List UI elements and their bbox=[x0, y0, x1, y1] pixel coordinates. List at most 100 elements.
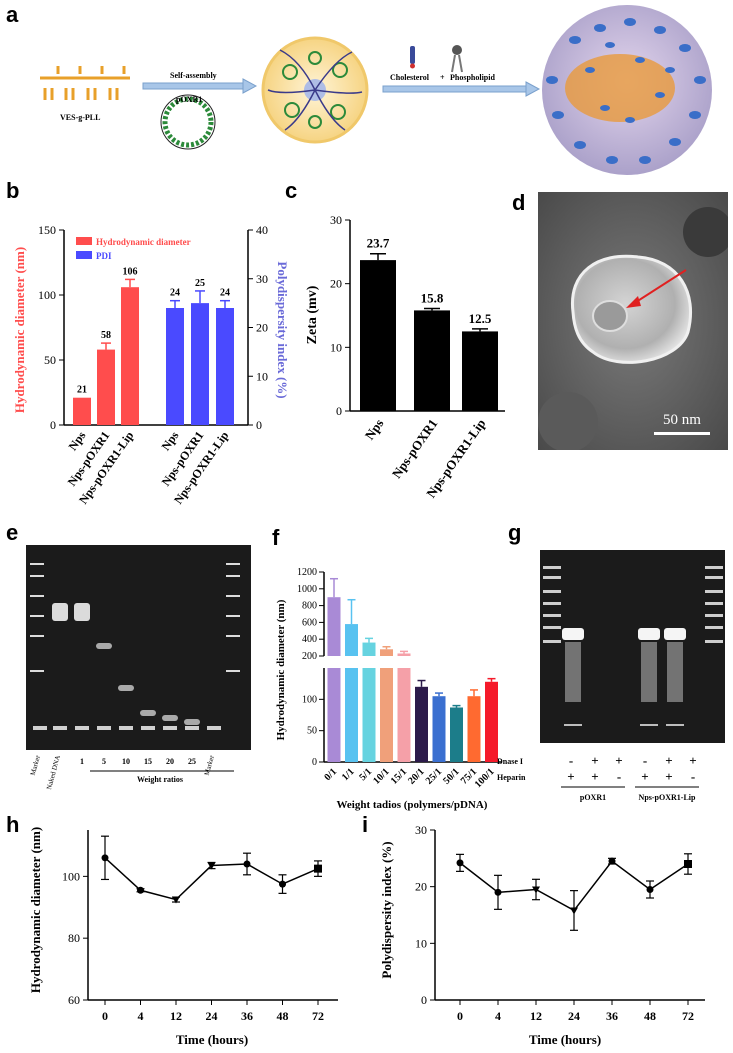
i-point bbox=[494, 888, 502, 896]
e-band bbox=[118, 685, 134, 691]
g-dnase-mark: - bbox=[643, 753, 647, 768]
i-xtick-label: 12 bbox=[530, 1009, 542, 1023]
h-xtick-label: 72 bbox=[312, 1009, 324, 1023]
i-ylabel: Polydispersity index (%) bbox=[379, 841, 394, 978]
b-pdi-bar bbox=[216, 308, 234, 425]
f-bar-upper bbox=[362, 642, 376, 656]
e-well bbox=[119, 726, 133, 730]
e-lane-label: 20 bbox=[166, 757, 174, 766]
c-category-label: Nps-pOXR1 bbox=[389, 416, 441, 481]
b-hd-value-label: 21 bbox=[77, 385, 87, 396]
b-legend-swatch-pdi bbox=[76, 251, 92, 259]
c-value-label: 15.8 bbox=[421, 290, 444, 305]
phospholipid-icon bbox=[451, 45, 463, 73]
b-pdi-value-label: 25 bbox=[195, 278, 205, 289]
h-ytick-label: 100 bbox=[62, 869, 80, 883]
c-value-label: 12.5 bbox=[469, 311, 492, 326]
e-lane-label: 25 bbox=[188, 757, 196, 766]
h-point bbox=[243, 860, 251, 868]
b-ytick-label-right: 10 bbox=[256, 369, 268, 383]
c-bar bbox=[414, 310, 450, 411]
tem-scale-label: 50 nm bbox=[663, 412, 701, 428]
f-ytick-label: 1000 bbox=[297, 584, 317, 595]
h-point bbox=[207, 862, 216, 870]
polymer-icon bbox=[40, 66, 130, 100]
chart-b: 0 50 100 150 0 10 20 30 40 21 58 106 24 25 24 Nps Nps… bbox=[12, 223, 290, 507]
f-category-label: 50/1 bbox=[441, 766, 461, 786]
b-ylabel-right: Polydispersity index (%) bbox=[275, 261, 290, 398]
e-band bbox=[162, 715, 178, 721]
g-row2-label: Heparin bbox=[497, 773, 526, 782]
h-xlabel: Time (hours) bbox=[176, 1032, 248, 1047]
gel-g bbox=[540, 550, 725, 743]
c-category-label: Nps bbox=[362, 416, 387, 442]
f-category-label: 20/1 bbox=[406, 766, 426, 786]
f-ytick-label: 800 bbox=[302, 601, 317, 612]
g-group1-label: pOXR1 bbox=[580, 793, 606, 802]
arrow-2-icon bbox=[382, 81, 541, 97]
chart-i: 0 10 20 30 0 4 12 24 36 48 72 Polydispersity index… bbox=[379, 823, 705, 1047]
e-well bbox=[75, 726, 89, 730]
i-ytick-label: 10 bbox=[415, 936, 427, 950]
i-xtick-label: 36 bbox=[606, 1009, 618, 1023]
h-xtick-label: 24 bbox=[206, 1009, 218, 1023]
c-ytick-label: 20 bbox=[330, 277, 342, 291]
e-wells bbox=[33, 726, 221, 730]
b-legend: Hydrodynamic diameter PDI bbox=[76, 237, 191, 261]
f-bar bbox=[415, 686, 428, 762]
f-bar-lower bbox=[380, 668, 393, 762]
i-ytick-label: 20 bbox=[415, 880, 427, 894]
h-point bbox=[279, 880, 286, 888]
c-value-label: 23.7 bbox=[367, 236, 390, 251]
i-xlabel: Time (hours) bbox=[529, 1032, 601, 1047]
g-dnase-mark: + bbox=[615, 753, 622, 768]
f-ylabel: Hydrodynamic diameter (nm) bbox=[275, 599, 287, 740]
b-hd-bar bbox=[121, 287, 139, 425]
e-lane-label: 15 bbox=[144, 757, 152, 766]
b-legend-swatch-hd bbox=[76, 237, 92, 245]
b-hd-category-label: Nps bbox=[66, 428, 89, 453]
f-category-label: 25/1 bbox=[424, 766, 444, 786]
plasmid-label: pOXR1 bbox=[176, 95, 202, 104]
g-dnase-mark: + bbox=[591, 753, 598, 768]
f-bar-lower bbox=[397, 668, 411, 762]
c-ytick-label: 30 bbox=[330, 213, 342, 227]
b-ylabel-left: Hydrodynamic diameter (nm) bbox=[12, 247, 27, 413]
g-dnase-mark: - bbox=[569, 753, 573, 768]
i-point bbox=[646, 886, 654, 893]
g-heparin-mark: - bbox=[617, 769, 621, 784]
i-point bbox=[608, 857, 616, 865]
e-lane-label: 10 bbox=[122, 757, 130, 766]
gel-e bbox=[26, 545, 251, 750]
h-ylabel: Hydrodynamic diameter (nm) bbox=[28, 827, 43, 993]
e-well bbox=[185, 726, 199, 730]
f-bar-lower bbox=[345, 668, 358, 762]
e-well bbox=[97, 726, 111, 730]
b-pdi-bar bbox=[191, 303, 209, 425]
panel-letter-c: c bbox=[285, 178, 298, 203]
g-heparin-mark: + bbox=[591, 769, 598, 784]
i-xtick-label: 48 bbox=[644, 1009, 656, 1023]
b-legend-label-hd: Hydrodynamic diameter bbox=[96, 237, 191, 247]
e-well bbox=[207, 726, 221, 730]
f-ytick-label: 0 bbox=[312, 757, 317, 768]
e-lane-label: Marker bbox=[203, 754, 216, 777]
g-heparin-mark: - bbox=[691, 769, 695, 784]
f-ytick-label: 200 bbox=[302, 651, 317, 662]
g-heparin-mark: + bbox=[567, 769, 574, 784]
b-ytick-label-left: 150 bbox=[38, 223, 56, 237]
f-ytick-label: 1200 bbox=[297, 567, 317, 578]
tem-image: 50 nm bbox=[538, 192, 728, 450]
g-row1-label: Dnase I bbox=[497, 757, 523, 766]
g-heparin-mark: + bbox=[665, 769, 672, 784]
f-category-label: 1/1 bbox=[340, 766, 357, 783]
panel-letter-e: e bbox=[6, 520, 19, 545]
h-xtick-label: 4 bbox=[138, 1009, 144, 1023]
b-ytick-label-left: 0 bbox=[50, 418, 56, 432]
h-point bbox=[172, 896, 180, 904]
f-bar-lower bbox=[327, 668, 341, 762]
f-bar-upper bbox=[327, 597, 341, 656]
e-band bbox=[96, 643, 112, 649]
